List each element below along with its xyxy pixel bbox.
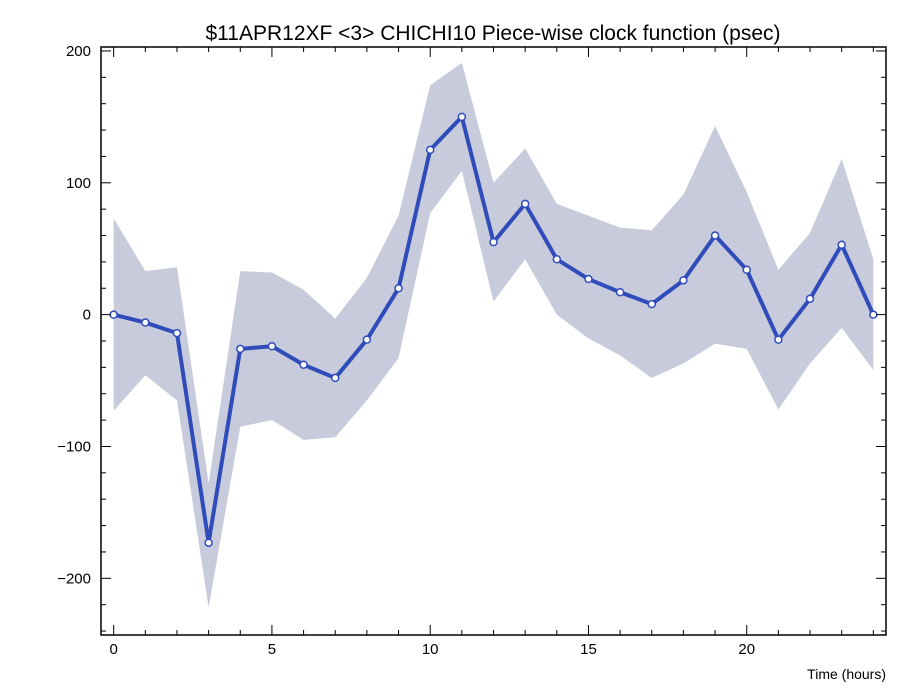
data-point — [457, 112, 467, 122]
chart-title: $11APR12XF <3> CHICHI10 Piece-wise clock… — [205, 22, 780, 45]
data-point — [520, 199, 530, 209]
data-point — [615, 287, 625, 297]
data-point — [679, 276, 688, 285]
data-point — [647, 299, 657, 309]
data-point — [552, 255, 562, 264]
y-tick-label: 0 — [83, 307, 91, 324]
data-point — [236, 344, 245, 354]
data-point — [267, 342, 277, 351]
data-point — [837, 240, 846, 250]
data-point — [584, 274, 593, 284]
data-point — [109, 310, 118, 319]
y-tick-label: 100 — [66, 175, 91, 192]
y-tick-label: −100 — [57, 438, 91, 455]
data-point — [425, 145, 435, 155]
x-tick-label: 20 — [738, 641, 755, 658]
data-point — [489, 237, 498, 247]
data-point — [330, 373, 340, 383]
y-tick-label: 200 — [66, 43, 91, 60]
data-point — [805, 294, 815, 304]
y-tick-label: −200 — [57, 570, 91, 587]
plot-area: 0 5 10 15 20 −200 −100 0 100 200 — [57, 43, 887, 658]
data-point — [742, 265, 751, 275]
data-point — [172, 328, 182, 338]
x-tick-label: 15 — [580, 641, 597, 658]
x-tick-label: 10 — [422, 641, 439, 658]
uncertainty-band — [113, 62, 874, 608]
x-tick-label: 0 — [109, 641, 117, 658]
data-point — [774, 335, 783, 344]
data-point — [299, 360, 308, 369]
x-tick-label: 5 — [268, 641, 276, 658]
data-point — [869, 310, 878, 319]
data-point — [710, 231, 720, 240]
data-point — [394, 284, 403, 293]
data-point — [204, 538, 213, 547]
x-axis-label: Time (hours) — [807, 666, 886, 682]
data-point — [141, 318, 150, 327]
data-point — [362, 335, 372, 344]
